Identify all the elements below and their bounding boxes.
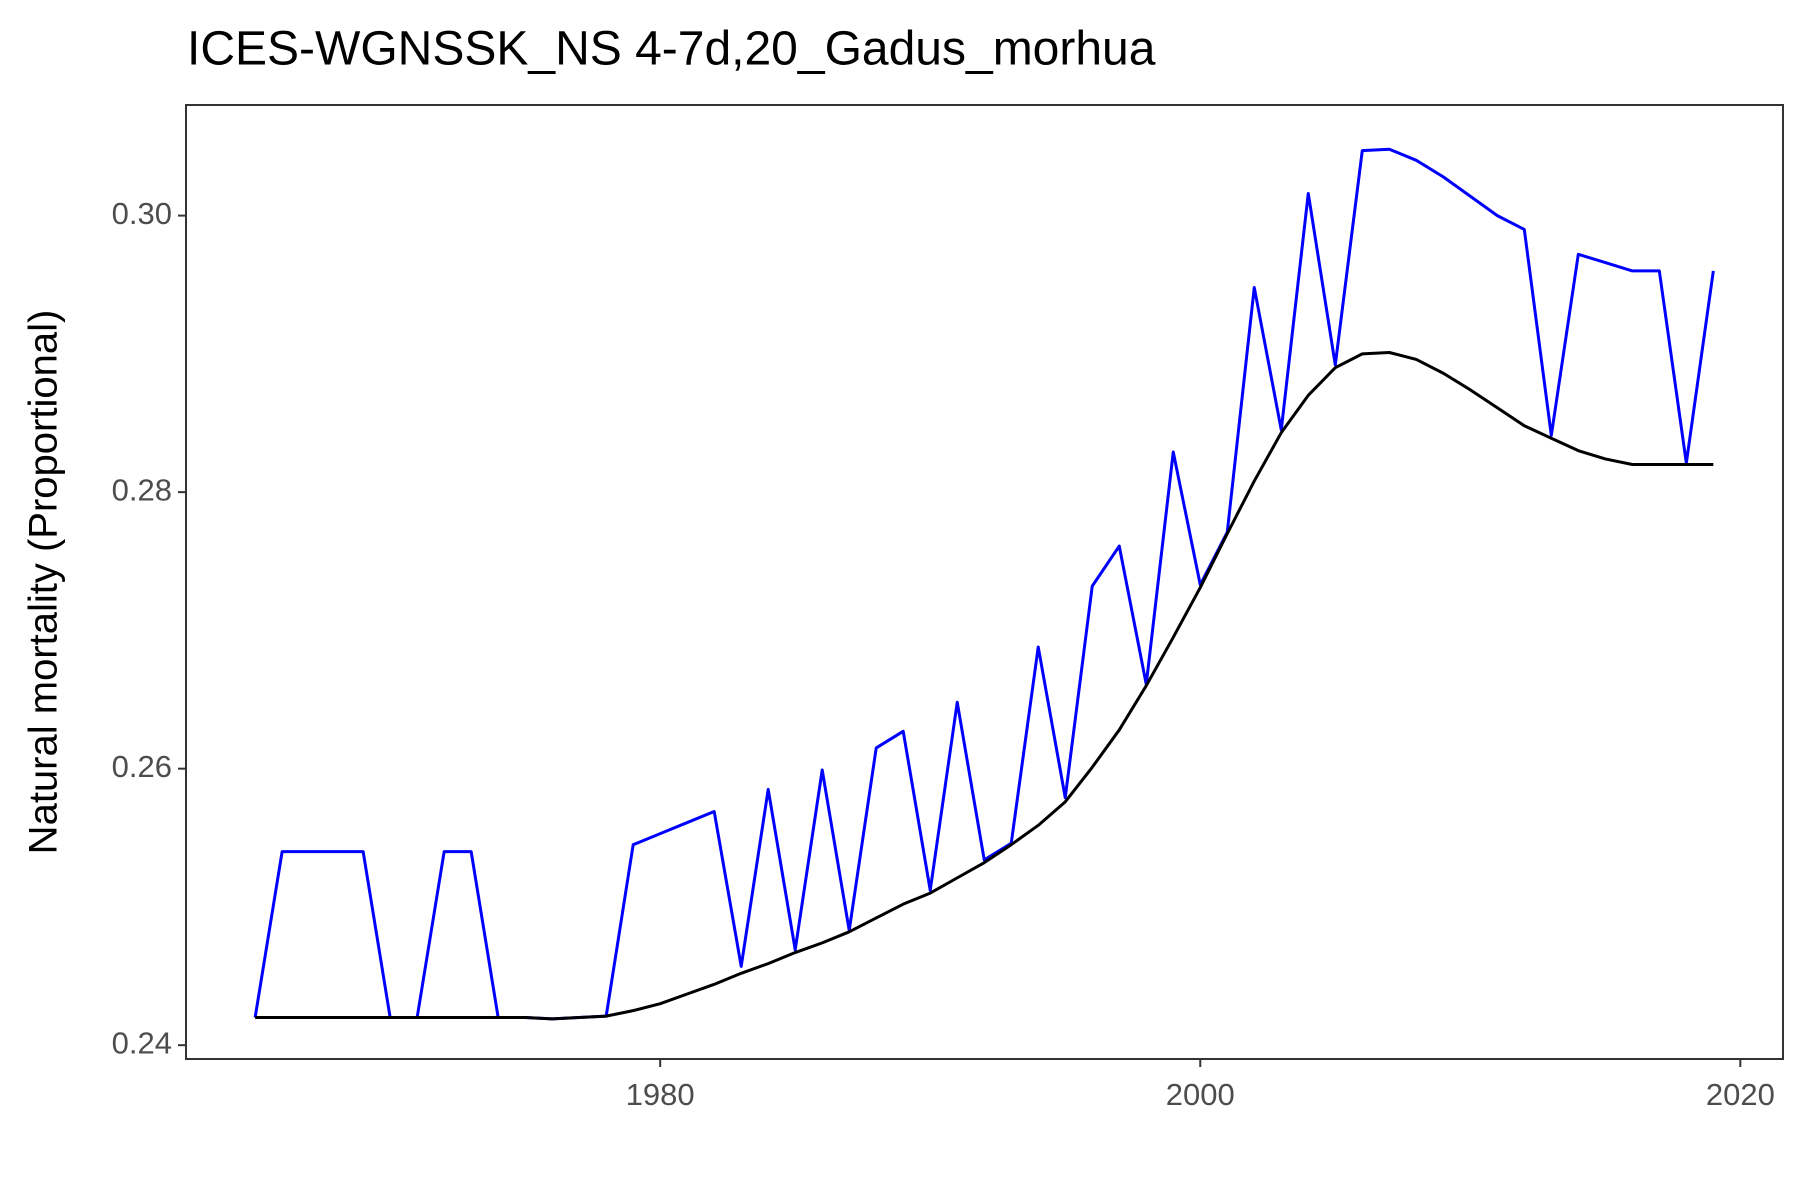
line — [253, 147, 1715, 1021]
y-tick-label: 0.24 — [112, 1025, 172, 1060]
y-tick-label: 0.30 — [112, 196, 172, 231]
y-tick-label: 0.28 — [112, 472, 172, 507]
x-tick-label: 1980 — [626, 1077, 695, 1112]
plot-border — [185, 104, 1784, 1060]
x-tick-label: 2000 — [1166, 1077, 1235, 1112]
chart-title: ICES-WGNSSK_NS 4-7d,20_Gadus_morhua — [187, 23, 1156, 76]
y-tick-label: 0.26 — [112, 749, 172, 784]
y-axis-label: Natural mortality (Proportional) — [22, 310, 66, 855]
x-tick-label: 2020 — [1706, 1077, 1775, 1112]
line — [255, 350, 1714, 1021]
